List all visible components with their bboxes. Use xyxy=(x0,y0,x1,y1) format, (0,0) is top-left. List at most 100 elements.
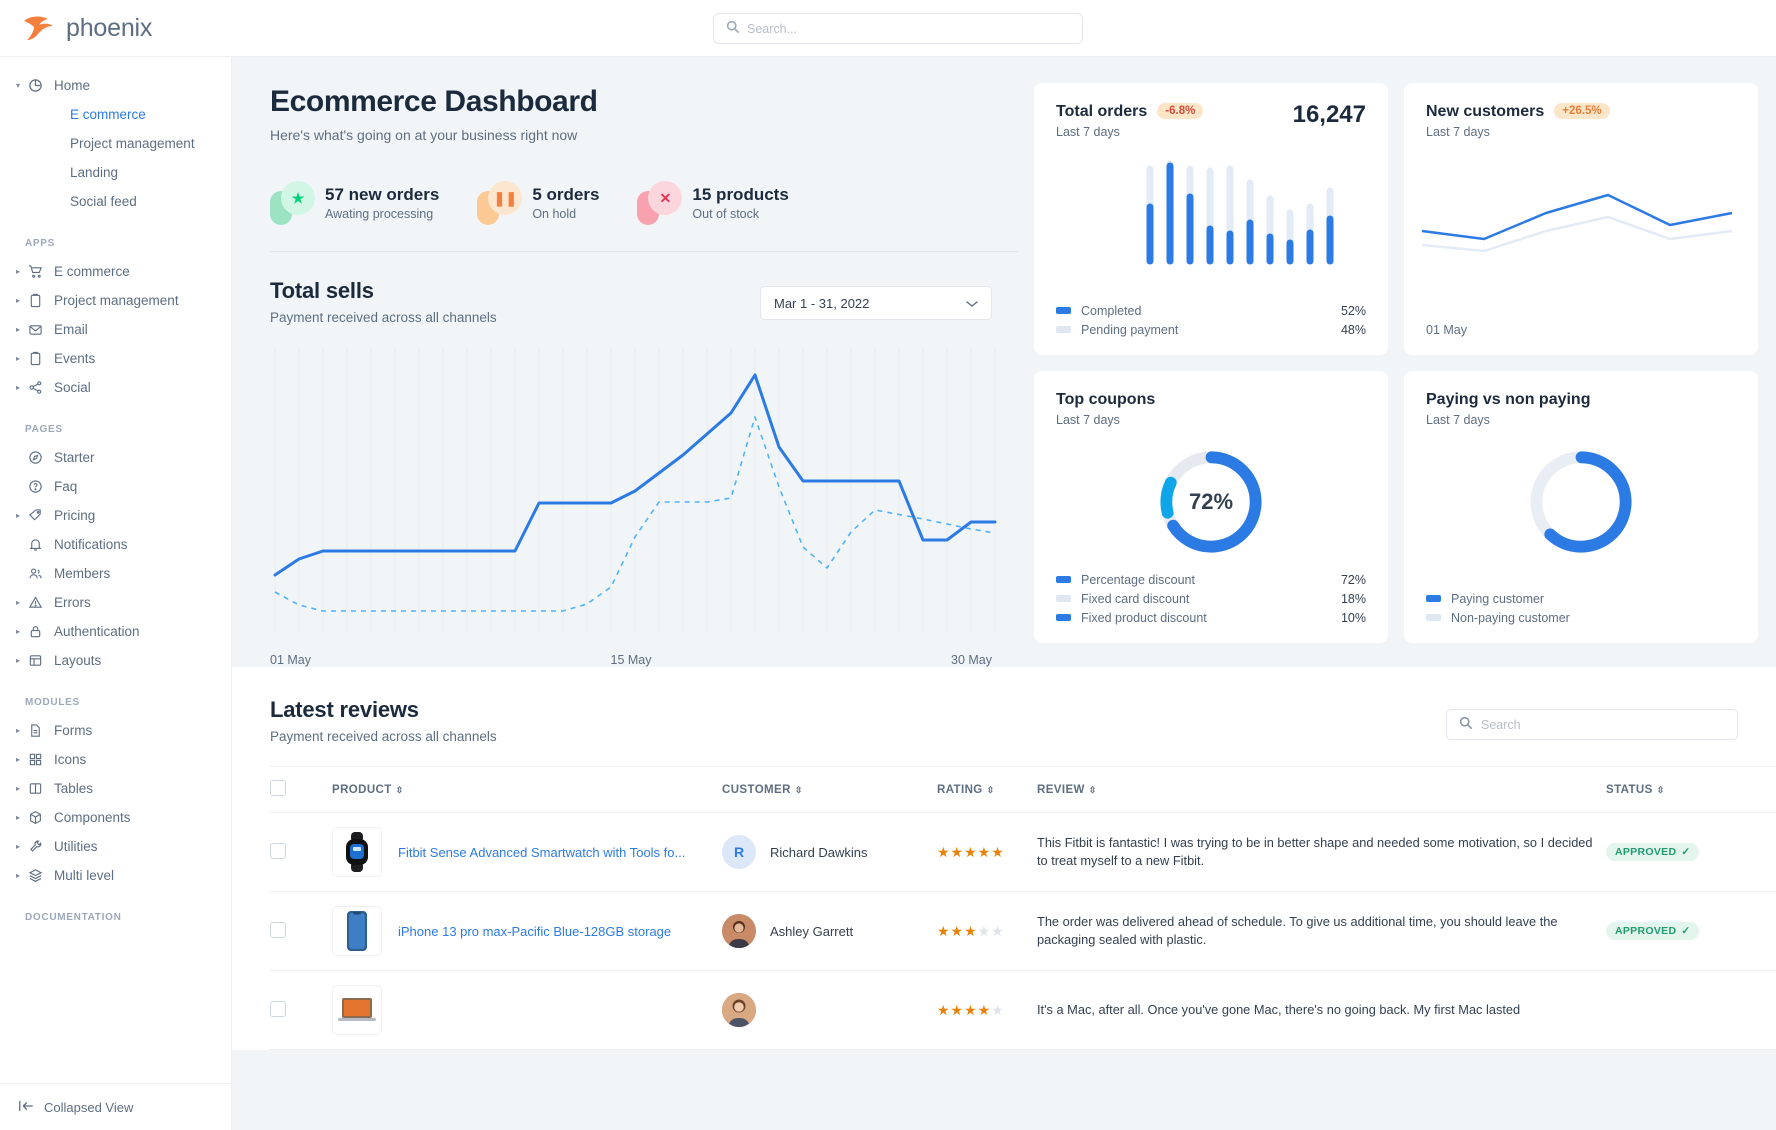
total-sells-subtitle: Payment received across all channels xyxy=(270,310,497,325)
new-customers-linechart xyxy=(1421,193,1733,253)
sidebar-subitem-label: Project management xyxy=(70,136,195,151)
pie-chart-icon xyxy=(28,78,54,93)
legend-value: 48% xyxy=(1340,322,1366,337)
customer-cell xyxy=(722,970,937,1050)
product-link[interactable]: Fitbit Sense Advanced Smartwatch with To… xyxy=(398,844,686,860)
caret-down-icon: ▾ xyxy=(16,80,21,90)
table-row[interactable]: iPhone 13 pro max-Pacific Blue-128GB sto… xyxy=(270,891,1776,971)
stat-out-of-stock[interactable]: ✕ 15 products Out of stock xyxy=(637,181,789,225)
column-header-review[interactable]: REVIEW ⇳ xyxy=(1037,766,1606,813)
lock-icon xyxy=(28,624,54,639)
search-input[interactable] xyxy=(747,21,1070,36)
sidebar-item-e-commerce[interactable]: E commerce xyxy=(0,100,231,129)
row-select-cell xyxy=(270,970,332,1050)
sidebar-item-label: Social xyxy=(54,380,91,395)
sidebar-item-apps-email[interactable]: ▸ Email xyxy=(0,315,231,344)
envelope-icon xyxy=(28,322,54,337)
reviews-search[interactable] xyxy=(1446,709,1738,740)
row-select-cell xyxy=(270,891,332,971)
caret-right-icon: ▸ xyxy=(16,841,21,851)
sidebar-item-layouts[interactable]: ▸ Layouts xyxy=(0,646,231,675)
sidebar-item-starter[interactable]: ▸ Starter xyxy=(0,443,231,472)
row-checkbox[interactable] xyxy=(270,1000,286,1017)
smartwatch-icon xyxy=(332,827,382,877)
sidebar-item-apps-ecommerce[interactable]: ▸ E commerce xyxy=(0,257,231,286)
sidebar-item-label: Icons xyxy=(54,752,87,767)
card-title: Top coupons xyxy=(1056,391,1156,408)
sidebar-item-errors[interactable]: ▸ Errors xyxy=(0,588,231,617)
latest-reviews-section: Latest reviews Payment received across a… xyxy=(232,667,1776,1050)
sidebar-nav: ▾ Home E commerce Project management Lan… xyxy=(0,57,231,1083)
rating-stars: ★★★★★ xyxy=(937,843,1005,860)
collapse-left-icon xyxy=(18,1099,34,1116)
sidebar-item-apps-social[interactable]: ▸ Social xyxy=(0,373,231,402)
sidebar-item-home[interactable]: ▾ Home xyxy=(0,71,231,100)
top-coupons-legend: Percentage discount 72% Fixed card disco… xyxy=(1056,570,1366,627)
total-orders-barchart xyxy=(1146,161,1334,265)
legend-item: Pending payment 48% xyxy=(1056,320,1366,339)
sidebar-item-members[interactable]: ▸ Members xyxy=(0,559,231,588)
sidebar-item-pricing[interactable]: ▸ Pricing xyxy=(0,501,231,530)
sidebar-item-icons[interactable]: ▸ Icons xyxy=(0,745,231,774)
stat-new-orders[interactable]: ★ 57 new orders Awating processing xyxy=(270,181,439,225)
table-header-row: PRODUCT ⇳ CUSTOMER ⇳ RATING ⇳ REVIEW ⇳ STATU xyxy=(270,766,1776,813)
sidebar-item-notifications[interactable]: ▸ Notifications xyxy=(0,530,231,559)
row-checkbox[interactable] xyxy=(270,921,286,938)
table-row[interactable]: Fitbit Sense Advanced Smartwatch with To… xyxy=(270,812,1776,892)
legend-label: Completed xyxy=(1081,303,1142,318)
sidebar-item-utilities[interactable]: ▸ Utilities xyxy=(0,832,231,861)
column-header-status[interactable]: STATUS ⇳ xyxy=(1606,766,1776,813)
rating-stars: ★★★★★ xyxy=(937,922,1005,939)
product-link[interactable]: iPhone 13 pro max-Pacific Blue-128GB sto… xyxy=(398,923,672,939)
review-cell: It's a Mac, after all. Once you've gone … xyxy=(1037,970,1606,1050)
legend-label: Fixed card discount xyxy=(1081,591,1190,606)
sidebar-item-multi-level[interactable]: ▸ Multi level xyxy=(0,861,231,890)
brand-name: phoenix xyxy=(66,13,153,42)
total-sells-linechart xyxy=(273,347,997,631)
layout-icon xyxy=(28,653,54,668)
legend-value: 10% xyxy=(1340,610,1366,625)
sidebar-item-label: Tables xyxy=(54,781,94,796)
series-new-customers xyxy=(1421,193,1733,241)
brand[interactable]: phoenix xyxy=(0,13,232,43)
sidebar-item-label: Forms xyxy=(54,723,93,738)
pause-icon: ❚❚ xyxy=(477,181,523,225)
reviews-title: Latest reviews xyxy=(270,697,419,722)
rating-stars: ★★★★★ xyxy=(937,1001,1005,1018)
table-row[interactable]: ★★★★★ It's a Mac, after all. Once you've… xyxy=(270,970,1776,1050)
date-range-picker[interactable]: Mar 1 - 31, 2022 xyxy=(760,286,992,320)
legend-item: Percentage discount 72% xyxy=(1056,570,1366,589)
sidebar-item-project-management[interactable]: Project management xyxy=(0,129,231,158)
legend-item: Fixed product discount 10% xyxy=(1056,608,1366,627)
select-all-checkbox[interactable] xyxy=(270,780,286,796)
sidebar-item-apps-events[interactable]: ▸ Events xyxy=(0,344,231,373)
row-checkbox[interactable] xyxy=(270,842,286,859)
reviews-search-input[interactable] xyxy=(1481,717,1725,732)
column-header-product[interactable]: PRODUCT ⇳ xyxy=(332,766,722,813)
sidebar-item-forms[interactable]: ▸ Forms xyxy=(0,716,231,745)
top-coupons-center-label: 72% xyxy=(1188,489,1234,514)
global-search[interactable] xyxy=(713,13,1083,44)
page-title: Ecommerce Dashboard xyxy=(270,85,598,118)
card-subtitle: Last 7 days xyxy=(1056,125,1120,139)
status-label: APPROVED xyxy=(1615,846,1677,858)
stat-on-hold[interactable]: ❚❚ 5 orders On hold xyxy=(477,181,599,225)
sidebar-item-faq[interactable]: ▸ Faq xyxy=(0,472,231,501)
sidebar-item-tables[interactable]: ▸ Tables xyxy=(0,774,231,803)
collapsed-view-toggle[interactable]: Collapsed View xyxy=(0,1083,231,1130)
sidebar-item-components[interactable]: ▸ Components xyxy=(0,803,231,832)
review-text: It's a Mac, after all. Once you've gone … xyxy=(1037,1002,1521,1018)
column-header-customer[interactable]: CUSTOMER ⇳ xyxy=(722,766,937,813)
legend-swatch xyxy=(1426,595,1441,602)
card-total-orders: Total orders -6.8% Last 7 days 16,247 xyxy=(1034,83,1388,355)
latest-reviews-header: Latest reviews Payment received across a… xyxy=(270,697,1776,744)
sidebar-item-label: Notifications xyxy=(54,537,128,552)
caret-right-icon: ▸ xyxy=(16,295,21,305)
column-header-rating[interactable]: RATING ⇳ xyxy=(937,766,1037,813)
status-badge: APPROVED ✓ xyxy=(1606,922,1700,940)
sidebar-item-authentication[interactable]: ▸ Authentication xyxy=(0,617,231,646)
sidebar-item-landing[interactable]: Landing xyxy=(0,158,231,187)
sidebar-item-social-feed[interactable]: Social feed xyxy=(0,187,231,216)
sidebar-item-apps-project-management[interactable]: ▸ Project management xyxy=(0,286,231,315)
caret-right-icon: ▸ xyxy=(16,812,21,822)
